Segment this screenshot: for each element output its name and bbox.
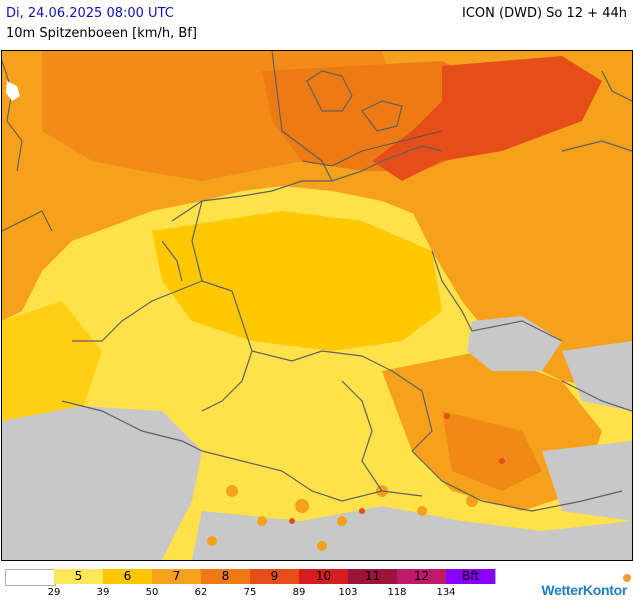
legend-class-7: 11 bbox=[348, 569, 398, 584]
alpine-gust-speckles bbox=[207, 485, 478, 551]
legend-class-1: 5 bbox=[54, 569, 104, 584]
france-grey-area bbox=[2, 406, 202, 560]
alpine-red-speckles bbox=[289, 413, 505, 524]
legend-class-9: Bft bbox=[446, 569, 496, 584]
east-orange-area bbox=[402, 181, 632, 391]
hungary-grey-area bbox=[542, 441, 632, 521]
legend-class-5: 9 bbox=[250, 569, 300, 584]
legend-tick-label: 134 bbox=[436, 587, 456, 598]
legend-tick-label: 103 bbox=[338, 587, 358, 598]
legend-tick-label: 39 bbox=[96, 587, 110, 598]
legend-tick-label: 50 bbox=[145, 587, 159, 598]
legend-tick-label: 118 bbox=[387, 587, 407, 598]
legend-class-8: 12 bbox=[397, 569, 447, 584]
legend-tick-label: 89 bbox=[292, 587, 306, 598]
france-mid-area bbox=[2, 301, 102, 431]
sun-icon bbox=[623, 574, 631, 582]
east-grey-area bbox=[562, 341, 632, 411]
weather-map[interactable] bbox=[1, 50, 633, 561]
legend-class-0 bbox=[5, 569, 56, 586]
legend-class-3: 7 bbox=[152, 569, 202, 584]
gust-map-graphic bbox=[2, 51, 632, 560]
legend-tick-label: 75 bbox=[243, 587, 257, 598]
parameter-title: 10m Spitzenboeen [km/h, Bf] bbox=[6, 26, 197, 41]
island-white bbox=[6, 81, 20, 101]
legend-tick-label: 62 bbox=[194, 587, 208, 598]
legend-class-6: 10 bbox=[299, 569, 349, 584]
wetterkontor-logo: WetterKontor bbox=[541, 582, 627, 598]
coastline bbox=[2, 60, 443, 232]
baltic-red-area bbox=[372, 56, 602, 181]
legend-class-2: 6 bbox=[103, 569, 153, 584]
model-run-label: ICON (DWD) So 12 + 44h bbox=[462, 6, 627, 21]
austria-dark-spots bbox=[442, 411, 542, 491]
alps-grey-area bbox=[192, 506, 632, 560]
legend-class-4: 8 bbox=[201, 569, 251, 584]
central-mid-area bbox=[152, 211, 442, 351]
legend-tick-label: 29 bbox=[47, 587, 61, 598]
forecast-valid-time: Di, 24.06.2025 08:00 UTC bbox=[6, 6, 174, 21]
